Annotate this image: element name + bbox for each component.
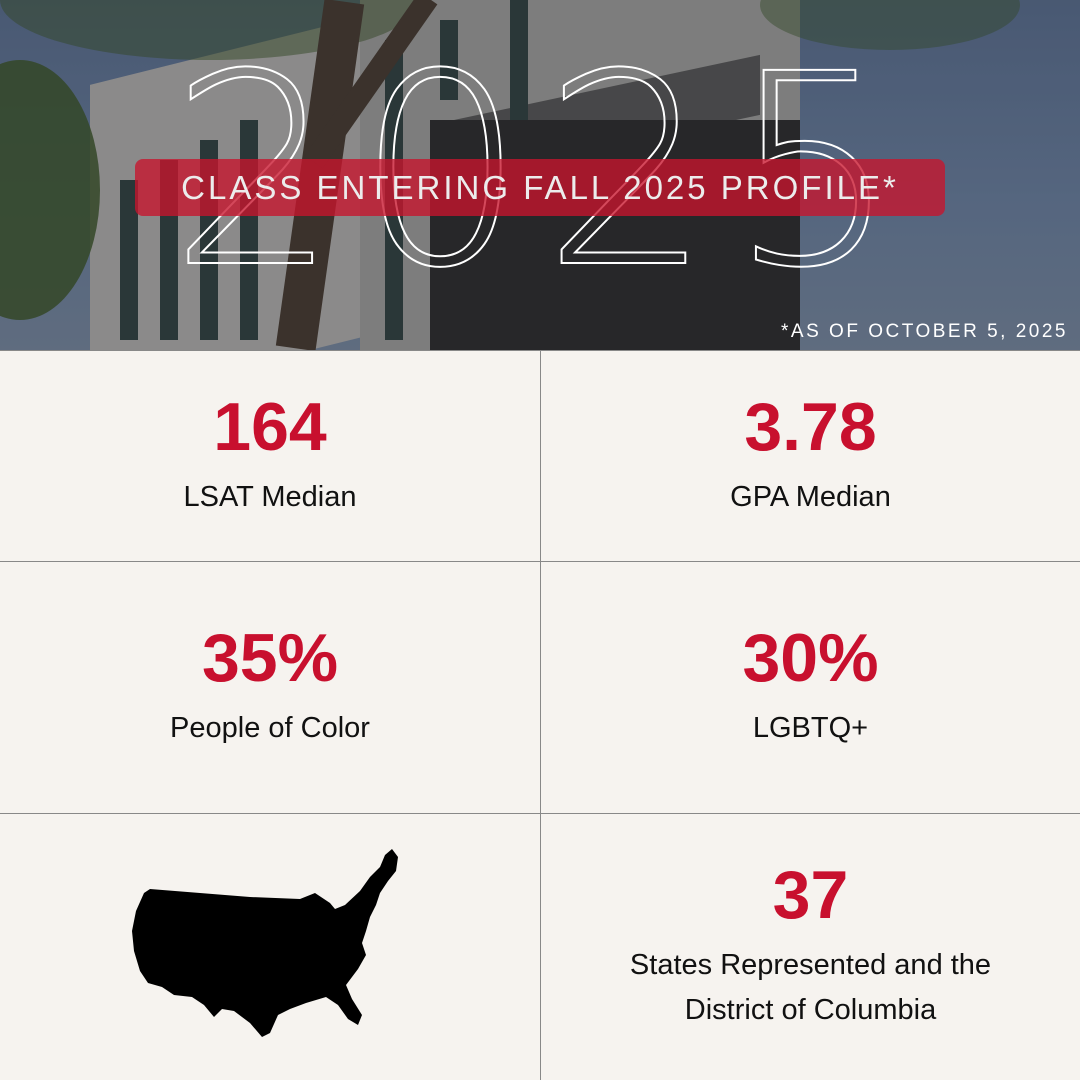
as-of-footnote: *AS OF OCTOBER 5, 2025 — [781, 321, 1068, 342]
map-cell — [0, 813, 541, 1080]
stat-value: 35% — [201, 620, 339, 697]
stat-value: 3.78 — [744, 388, 877, 465]
stat-states: 37 States Represented and the District o… — [541, 813, 1080, 1080]
stat-gpa: 3.78 GPA Median — [541, 350, 1080, 561]
stat-lsat: 164 LSAT Median — [0, 350, 541, 561]
usa-map-icon — [132, 849, 398, 1037]
stat-label: GPA Median — [730, 480, 891, 513]
stat-value: 30% — [742, 620, 879, 697]
stat-label: People of Color — [170, 712, 370, 745]
stat-people-of-color: 35% People of Color — [0, 561, 541, 813]
profile-banner: CLASS ENTERING FALL 2025 PROFILE* — [135, 159, 945, 216]
stat-value: 164 — [213, 388, 327, 465]
stat-label: LGBTQ+ — [752, 712, 869, 745]
stat-label: LSAT Median — [183, 480, 357, 513]
stat-label: States Represented and the District of C… — [629, 949, 992, 1026]
stat-value: 37 — [772, 857, 849, 934]
stat-lgbtq: 30% LGBTQ+ — [541, 561, 1080, 813]
hero-photo: 2025 CLASS ENTERING FALL 2025 PROFILE* *… — [0, 0, 1080, 350]
stats-grid: 164 LSAT Median 3.78 GPA Median 35% Peop… — [0, 350, 1080, 1080]
